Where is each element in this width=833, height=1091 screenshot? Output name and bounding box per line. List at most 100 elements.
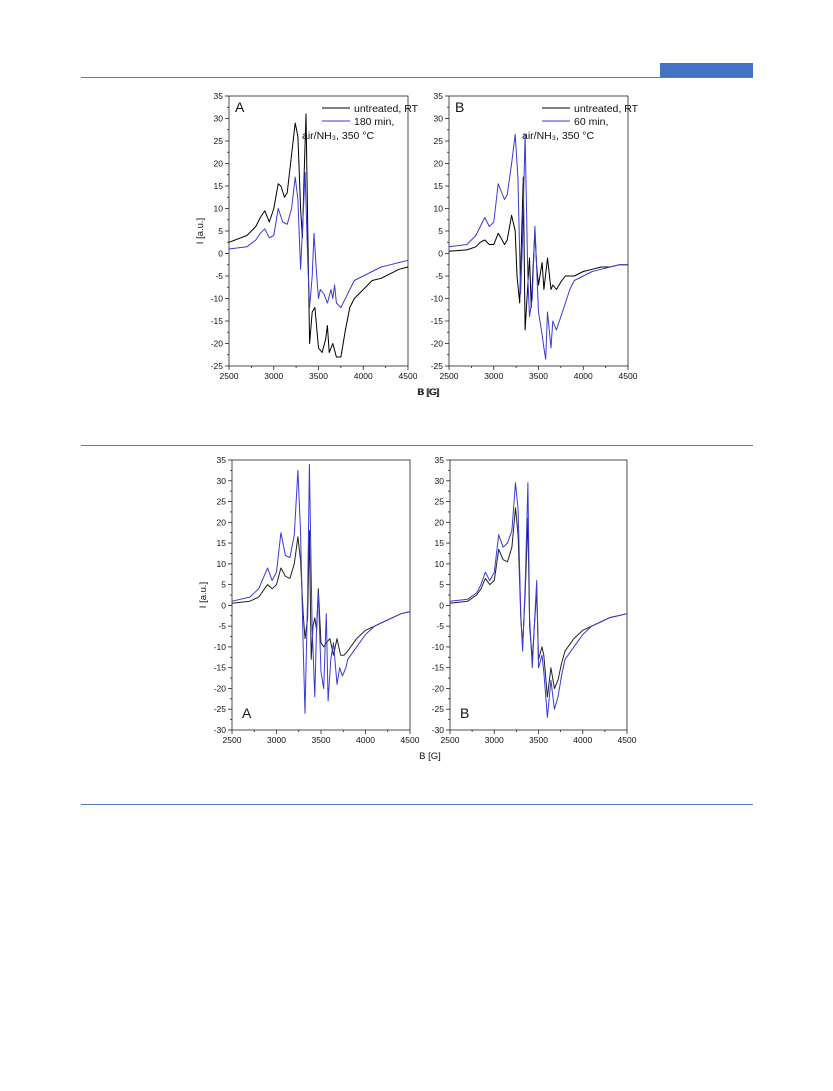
series-line-2 bbox=[228, 172, 409, 308]
y-axis-label: I [a.u.] bbox=[198, 582, 209, 608]
legend-entry: 60 min, bbox=[574, 116, 608, 128]
y-tick-label: -10 bbox=[431, 294, 444, 304]
y-tick-label: -5 bbox=[215, 271, 223, 281]
y-tick-label: 5 bbox=[221, 580, 226, 590]
y-tick-label: 25 bbox=[214, 136, 224, 146]
y-tick-label: -25 bbox=[432, 704, 445, 714]
x-tick-label: 2500 bbox=[220, 371, 239, 381]
y-tick-label: -20 bbox=[432, 683, 445, 693]
chart-top-right: -25 -20 -15 -10 -5 0 5 10 15 20 25 30 35 2500 3000 3500… bbox=[418, 91, 638, 398]
chart-top-left: -25 -20 -15 -10 -5 0 5 10 15 20 25 30 35 2500 3000 3500… bbox=[195, 91, 439, 398]
series-line-2 bbox=[231, 463, 411, 714]
y-tick-label: 20 bbox=[434, 159, 444, 169]
y-tick-label: 10 bbox=[435, 559, 445, 569]
y-tick-label: 15 bbox=[434, 181, 444, 191]
series-line-1 bbox=[449, 507, 628, 698]
y-tick-label: -5 bbox=[436, 621, 444, 631]
x-tick-label: 4500 bbox=[399, 371, 418, 381]
x-tick-label: 3500 bbox=[312, 735, 331, 745]
y-tick-label: 20 bbox=[217, 517, 227, 527]
y-tick-label: 25 bbox=[217, 497, 227, 507]
y-tick-label: -15 bbox=[432, 663, 445, 673]
panel-label: A bbox=[242, 705, 252, 721]
legend-entry-cont: air/NH₃, 350 °C bbox=[302, 130, 374, 142]
y-tick-label: -20 bbox=[211, 339, 224, 349]
y-tick-label: -10 bbox=[214, 642, 227, 652]
y-tick-label: -15 bbox=[211, 316, 224, 326]
y-tick-label: -25 bbox=[431, 361, 444, 371]
x-tick-label: 4500 bbox=[401, 735, 420, 745]
series-line-1 bbox=[448, 176, 628, 331]
y-tick-label: 10 bbox=[214, 204, 224, 214]
y-tick-label: -20 bbox=[214, 683, 227, 693]
x-tick-label: 4000 bbox=[573, 735, 592, 745]
series-line-2 bbox=[449, 482, 628, 718]
x-tick-label: 3000 bbox=[267, 735, 286, 745]
y-tick-label: -30 bbox=[214, 725, 227, 735]
y-tick-label: 25 bbox=[434, 136, 444, 146]
y-tick-label: 15 bbox=[217, 538, 227, 548]
x-tick-label: 3500 bbox=[309, 371, 328, 381]
chart-bottom-left: -30 -25 -20 -15 -10 -5 0 5 10 15 20 25 30 35 2500 3000 3… bbox=[198, 455, 441, 762]
x-axis-label: B [G] bbox=[417, 387, 439, 398]
divider-rule-2 bbox=[81, 804, 753, 805]
x-tick-label: 2500 bbox=[440, 371, 459, 381]
y-tick-label: -10 bbox=[432, 642, 445, 652]
plot-frame bbox=[231, 459, 411, 731]
y-tick-label: 35 bbox=[217, 455, 227, 465]
y-tick-label: 35 bbox=[434, 91, 444, 101]
y-tick-label: 25 bbox=[435, 497, 445, 507]
x-tick-label: 3500 bbox=[529, 371, 548, 381]
y-tick-label: -20 bbox=[431, 339, 444, 349]
panel-label: A bbox=[235, 99, 245, 115]
y-tick-label: -15 bbox=[214, 663, 227, 673]
panel-label: B bbox=[460, 705, 469, 721]
x-tick-label: 2500 bbox=[441, 735, 460, 745]
legend-entry: untreated, RT bbox=[574, 103, 639, 115]
y-tick-label: 10 bbox=[434, 204, 444, 214]
x-tick-label: 4500 bbox=[619, 371, 638, 381]
y-tick-label: 5 bbox=[438, 226, 443, 236]
y-tick-label: 15 bbox=[214, 181, 224, 191]
chart-bottom-right: -30 -25 -20 -15 -10 -5 0 5 10 15 20 25 30 35 2500 3000 3… bbox=[432, 455, 637, 745]
y-tick-label: 30 bbox=[434, 114, 444, 124]
y-tick-label: 20 bbox=[435, 517, 445, 527]
x-tick-label: 3000 bbox=[485, 735, 504, 745]
x-tick-label: 3000 bbox=[484, 371, 503, 381]
x-tick-label: 3000 bbox=[264, 371, 283, 381]
y-tick-label: 35 bbox=[435, 455, 445, 465]
x-tick-label: 2500 bbox=[223, 735, 242, 745]
y-tick-label: 0 bbox=[218, 249, 223, 259]
y-tick-label: 30 bbox=[217, 476, 227, 486]
x-tick-label: 3500 bbox=[529, 735, 548, 745]
y-tick-label: 0 bbox=[221, 600, 226, 610]
x-axis-label: B [G] bbox=[418, 387, 440, 398]
divider-rule-1 bbox=[81, 445, 753, 446]
x-tick-label: 4000 bbox=[354, 371, 373, 381]
y-tick-label: -5 bbox=[435, 271, 443, 281]
legend-entry-cont: air/NH₃, 350 °C bbox=[522, 130, 594, 142]
y-tick-label: -25 bbox=[214, 704, 227, 714]
x-tick-label: 4500 bbox=[618, 735, 637, 745]
y-tick-label: 35 bbox=[214, 91, 224, 101]
y-tick-label: 30 bbox=[435, 476, 445, 486]
legend-entry: untreated, RT bbox=[354, 103, 419, 115]
y-tick-label: 20 bbox=[214, 159, 224, 169]
x-axis-label: B [G] bbox=[419, 751, 441, 762]
header-color-tab bbox=[660, 63, 753, 77]
y-tick-label: 5 bbox=[218, 226, 223, 236]
y-tick-label: 30 bbox=[214, 114, 224, 124]
y-tick-label: 10 bbox=[217, 559, 227, 569]
y-tick-label: -5 bbox=[218, 621, 226, 631]
series-line-2 bbox=[448, 133, 628, 360]
y-tick-label: 0 bbox=[439, 600, 444, 610]
y-tick-label: 0 bbox=[438, 249, 443, 259]
series-line-1 bbox=[231, 530, 411, 660]
panel-label: B bbox=[455, 99, 464, 115]
y-tick-label: -30 bbox=[432, 725, 445, 735]
y-axis-label: I [a.u.] bbox=[195, 218, 206, 244]
x-tick-label: 4000 bbox=[574, 371, 593, 381]
y-tick-label: 5 bbox=[439, 580, 444, 590]
y-tick-label: -10 bbox=[211, 294, 224, 304]
